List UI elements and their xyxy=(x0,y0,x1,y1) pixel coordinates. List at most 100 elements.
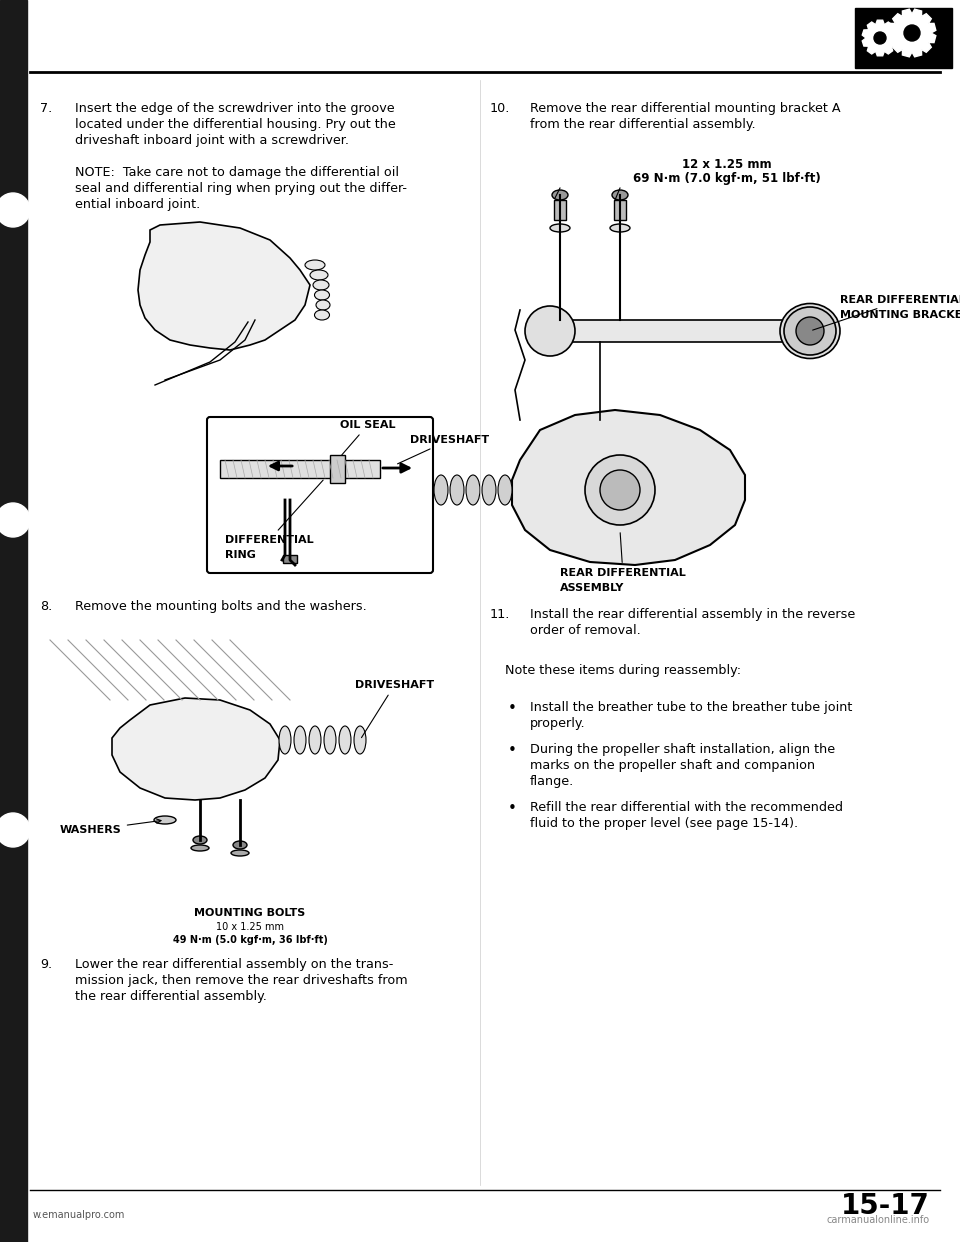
Polygon shape xyxy=(138,222,310,350)
Bar xyxy=(530,320,830,342)
Text: 69 N·m (7.0 kgf·m, 51 lbf·ft): 69 N·m (7.0 kgf·m, 51 lbf·ft) xyxy=(634,171,821,185)
Ellipse shape xyxy=(279,727,291,754)
Ellipse shape xyxy=(231,850,249,856)
Text: the rear differential assembly.: the rear differential assembly. xyxy=(75,990,267,1004)
Ellipse shape xyxy=(780,303,840,359)
Bar xyxy=(554,200,566,220)
Text: WASHERS: WASHERS xyxy=(60,818,161,835)
Text: ASSEMBLY: ASSEMBLY xyxy=(560,582,624,592)
Bar xyxy=(220,460,380,478)
Bar xyxy=(330,455,345,483)
Ellipse shape xyxy=(233,841,247,850)
Ellipse shape xyxy=(294,727,306,754)
Text: 9.: 9. xyxy=(40,958,52,971)
Text: NOTE:  Take care not to damage the differential oil: NOTE: Take care not to damage the differ… xyxy=(75,166,399,179)
Circle shape xyxy=(585,455,655,525)
Ellipse shape xyxy=(193,836,207,845)
Text: 12 x 1.25 mm: 12 x 1.25 mm xyxy=(683,158,772,171)
Bar xyxy=(40,220,460,580)
Text: During the propeller shaft installation, align the: During the propeller shaft installation,… xyxy=(530,743,835,756)
Text: 10.: 10. xyxy=(490,102,511,116)
Ellipse shape xyxy=(154,816,176,823)
Circle shape xyxy=(0,503,30,537)
Text: Lower the rear differential assembly on the trans-: Lower the rear differential assembly on … xyxy=(75,958,394,971)
Text: marks on the propeller shaft and companion: marks on the propeller shaft and compani… xyxy=(530,759,815,773)
Text: REAR DIFFERENTIAL: REAR DIFFERENTIAL xyxy=(812,296,960,330)
Ellipse shape xyxy=(466,474,480,505)
Bar xyxy=(0,0,27,1242)
Bar xyxy=(490,148,945,580)
Ellipse shape xyxy=(434,474,448,505)
Text: RING: RING xyxy=(225,550,256,560)
Text: flange.: flange. xyxy=(530,775,574,787)
Text: 11.: 11. xyxy=(490,609,511,621)
Text: Note these items during reassembly:: Note these items during reassembly: xyxy=(505,664,741,677)
Circle shape xyxy=(874,32,886,43)
Ellipse shape xyxy=(315,310,329,320)
Circle shape xyxy=(0,814,30,847)
Ellipse shape xyxy=(339,727,351,754)
Circle shape xyxy=(600,469,640,510)
Text: DRIVESHAFT: DRIVESHAFT xyxy=(355,681,434,738)
Ellipse shape xyxy=(482,474,496,505)
Ellipse shape xyxy=(612,190,628,200)
FancyBboxPatch shape xyxy=(207,417,433,573)
Text: •: • xyxy=(508,743,516,758)
Ellipse shape xyxy=(310,270,328,279)
Bar xyxy=(855,7,952,68)
Text: w.emanualpro.com: w.emanualpro.com xyxy=(33,1210,126,1220)
Text: from the rear differential assembly.: from the rear differential assembly. xyxy=(530,118,756,130)
Polygon shape xyxy=(512,410,745,565)
Bar xyxy=(283,555,297,563)
Text: seal and differential ring when prying out the differ-: seal and differential ring when prying o… xyxy=(75,183,407,195)
Ellipse shape xyxy=(324,727,336,754)
Text: Insert the edge of the screwdriver into the groove: Insert the edge of the screwdriver into … xyxy=(75,102,395,116)
Bar xyxy=(614,200,626,220)
Text: •: • xyxy=(508,801,516,816)
Text: MOUNTING BOLTS: MOUNTING BOLTS xyxy=(194,908,305,918)
Text: DRIVESHAFT: DRIVESHAFT xyxy=(397,435,490,463)
Ellipse shape xyxy=(305,260,325,270)
Ellipse shape xyxy=(498,474,512,505)
Text: properly.: properly. xyxy=(530,717,586,730)
Text: Install the breather tube to the breather tube joint: Install the breather tube to the breathe… xyxy=(530,700,852,714)
Text: 15-17: 15-17 xyxy=(841,1192,930,1220)
Text: 10 x 1.25 mm: 10 x 1.25 mm xyxy=(216,922,284,932)
Text: MOUNTING BRACKET A: MOUNTING BRACKET A xyxy=(840,310,960,320)
Circle shape xyxy=(904,25,920,41)
Text: DIFFERENTIAL: DIFFERENTIAL xyxy=(225,481,324,545)
Text: 49 N·m (5.0 kgf·m, 36 lbf·ft): 49 N·m (5.0 kgf·m, 36 lbf·ft) xyxy=(173,935,327,945)
Circle shape xyxy=(796,317,824,345)
Circle shape xyxy=(0,193,30,227)
Ellipse shape xyxy=(309,727,321,754)
Text: Remove the mounting bolts and the washers.: Remove the mounting bolts and the washer… xyxy=(75,600,367,614)
Text: driveshaft inboard joint with a screwdriver.: driveshaft inboard joint with a screwdri… xyxy=(75,134,349,147)
Text: •: • xyxy=(508,700,516,715)
Text: Refill the rear differential with the recommended: Refill the rear differential with the re… xyxy=(530,801,843,814)
Polygon shape xyxy=(888,9,936,57)
Polygon shape xyxy=(112,698,280,800)
Ellipse shape xyxy=(315,289,329,301)
Ellipse shape xyxy=(450,474,464,505)
Text: REAR DIFFERENTIAL: REAR DIFFERENTIAL xyxy=(560,533,685,578)
Ellipse shape xyxy=(610,224,630,232)
Text: carmanualonline.info: carmanualonline.info xyxy=(827,1215,930,1225)
Ellipse shape xyxy=(784,307,836,355)
Bar xyxy=(40,630,460,900)
Text: Install the rear differential assembly in the reverse: Install the rear differential assembly i… xyxy=(530,609,855,621)
Polygon shape xyxy=(862,20,898,56)
Text: OIL SEAL: OIL SEAL xyxy=(340,420,396,455)
Text: Remove the rear differential mounting bracket A: Remove the rear differential mounting br… xyxy=(530,102,841,116)
Text: mission jack, then remove the rear driveshafts from: mission jack, then remove the rear drive… xyxy=(75,974,408,987)
Text: 8.: 8. xyxy=(40,600,52,614)
Ellipse shape xyxy=(525,306,575,356)
Ellipse shape xyxy=(354,727,366,754)
Ellipse shape xyxy=(313,279,329,289)
Ellipse shape xyxy=(552,190,568,200)
Text: order of removal.: order of removal. xyxy=(530,623,640,637)
Text: ential inboard joint.: ential inboard joint. xyxy=(75,197,201,211)
Text: fluid to the proper level (see page 15-14).: fluid to the proper level (see page 15-1… xyxy=(530,817,798,830)
Ellipse shape xyxy=(191,845,209,851)
Text: located under the differential housing. Pry out the: located under the differential housing. … xyxy=(75,118,396,130)
Text: 7.: 7. xyxy=(40,102,52,116)
